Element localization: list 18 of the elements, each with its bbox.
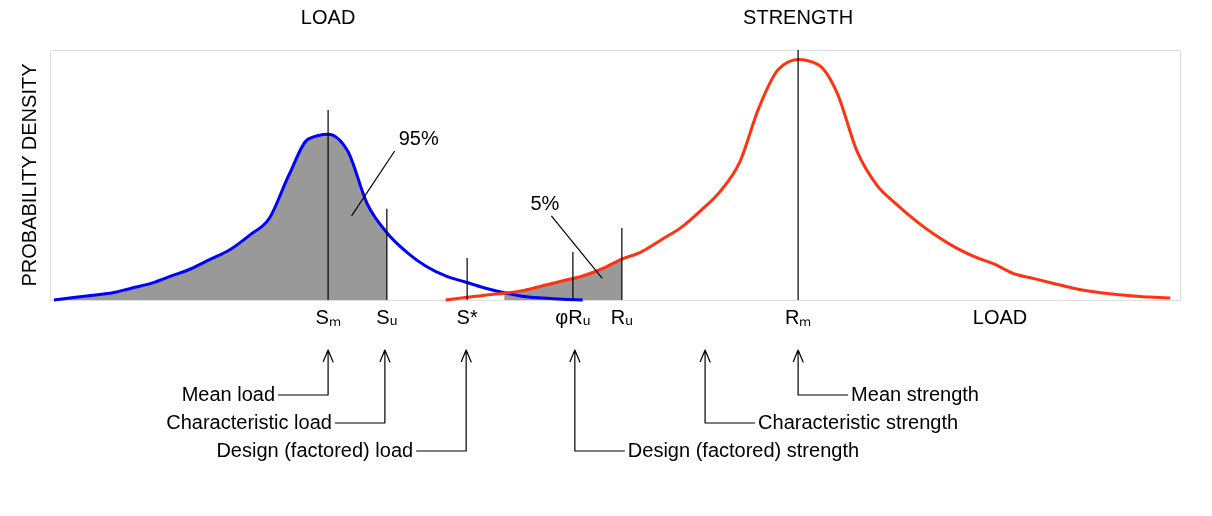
text: Characteristic load [166, 411, 332, 433]
text: S* [456, 306, 478, 328]
text: Mean load [181, 383, 276, 405]
text: STRENGTH [743, 6, 854, 28]
text: φRᵤ [555, 306, 591, 328]
text: Rₘ [784, 306, 812, 328]
x-axis-title: LOAD [972, 306, 1028, 328]
text: Design (factored) strength [627, 439, 860, 461]
text: Mean strength [851, 383, 979, 405]
text: Sᵤ [376, 306, 398, 328]
text: Design (factored) load [216, 439, 414, 461]
text: LOAD [300, 6, 356, 28]
y-axis-title: PROBABILITY DENSITY [18, 63, 40, 287]
text: Rᵤ [610, 306, 633, 328]
annotation: 95% [398, 126, 439, 149]
annotation: 5% [530, 191, 560, 214]
text: Sₘ [315, 306, 341, 328]
text: Characteristic strength [758, 411, 959, 433]
